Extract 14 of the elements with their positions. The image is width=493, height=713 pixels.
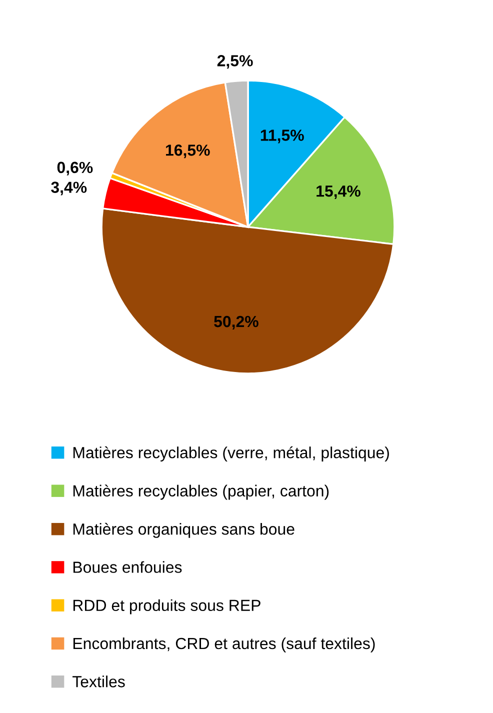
data-label: 2,5%	[217, 55, 253, 69]
data-label: 15,4%	[316, 185, 360, 200]
legend-label: Matières recyclables (papier, carton)	[73, 484, 329, 500]
legend-label: RDD et produits sous REP	[73, 599, 260, 614]
legend-label: Encombrants, CRD et autres (sauf textiles)	[73, 637, 375, 652]
legend-label: Boues enfouies	[73, 561, 182, 573]
legend-label: Matières organiques sans boue	[73, 522, 294, 538]
data-label: 0,6%	[57, 162, 93, 176]
legend-label: Matières recyclables (verre, métal, plastique)	[73, 446, 389, 462]
legend-label: Textiles	[72, 676, 125, 688]
data-label: 11,5%	[260, 130, 304, 144]
data-label: 50,2%	[214, 316, 258, 330]
data-label: 16,5%	[166, 144, 210, 158]
data-label: 3,4%	[51, 182, 87, 196]
